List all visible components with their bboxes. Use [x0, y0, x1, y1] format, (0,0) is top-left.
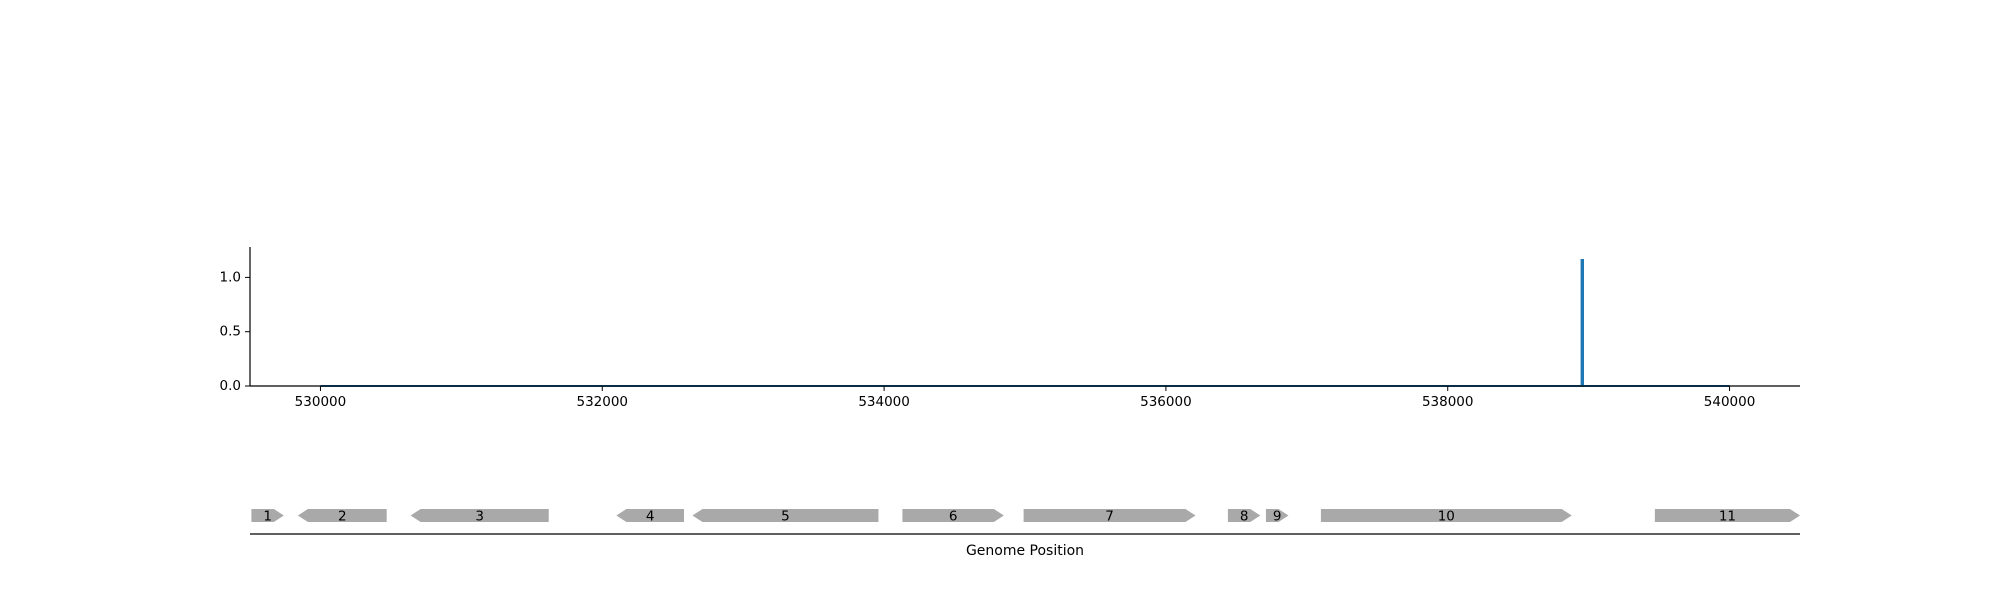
gene-map-x-axis-label: Genome Position [966, 543, 1084, 559]
gene-label: 9 [1273, 509, 1282, 525]
gene-arrow [902, 509, 1004, 522]
gene-label: 1 [263, 509, 272, 525]
gene-label: 3 [475, 509, 484, 525]
gene-map: 1 2 3 4 5 6 7 8 9 10 11 Genome Position [250, 509, 1800, 559]
gene-arrow [1227, 509, 1261, 522]
gene-arrow [1265, 509, 1289, 522]
gene-label: 4 [646, 509, 655, 525]
x-tick-label: 540000 [1704, 394, 1756, 410]
gene-label: 11 [1719, 509, 1736, 525]
gene-arrow [616, 509, 684, 522]
gene-label: 10 [1438, 509, 1455, 525]
gene-label: 2 [338, 509, 347, 525]
x-tick-label: 530000 [295, 394, 347, 410]
gene-arrow [1023, 509, 1196, 522]
x-tick-label: 538000 [1422, 394, 1474, 410]
y-tick-label: 0.5 [220, 324, 241, 340]
gene-arrow [410, 509, 549, 522]
x-tick-label: 536000 [1140, 394, 1192, 410]
gene-arrow [1654, 509, 1800, 522]
gene-arrow [297, 509, 387, 522]
y-tick-label: 1.0 [220, 269, 241, 285]
gene-arrow [692, 509, 879, 522]
gene-arrow [1320, 509, 1572, 522]
y-tick-label: 0.0 [220, 378, 241, 394]
gene-label: 6 [949, 509, 958, 525]
gene-label: 8 [1240, 509, 1249, 525]
gene-label: 5 [781, 509, 790, 525]
x-tick-label: 532000 [576, 394, 628, 410]
coverage-y-ticks: 0.0 0.5 1.0 [220, 269, 250, 394]
coverage-plot: 530000 532000 534000 536000 538000 540000 0.0… [220, 247, 1800, 410]
gene-label: 7 [1105, 509, 1114, 525]
coverage-x-ticks: 530000 532000 534000 536000 538000 540000 [295, 386, 1756, 410]
gene-arrow [251, 509, 284, 522]
x-tick-label: 534000 [858, 394, 910, 410]
gene-arrows-group: 1 2 3 4 5 6 7 8 9 10 11 [251, 509, 1800, 525]
